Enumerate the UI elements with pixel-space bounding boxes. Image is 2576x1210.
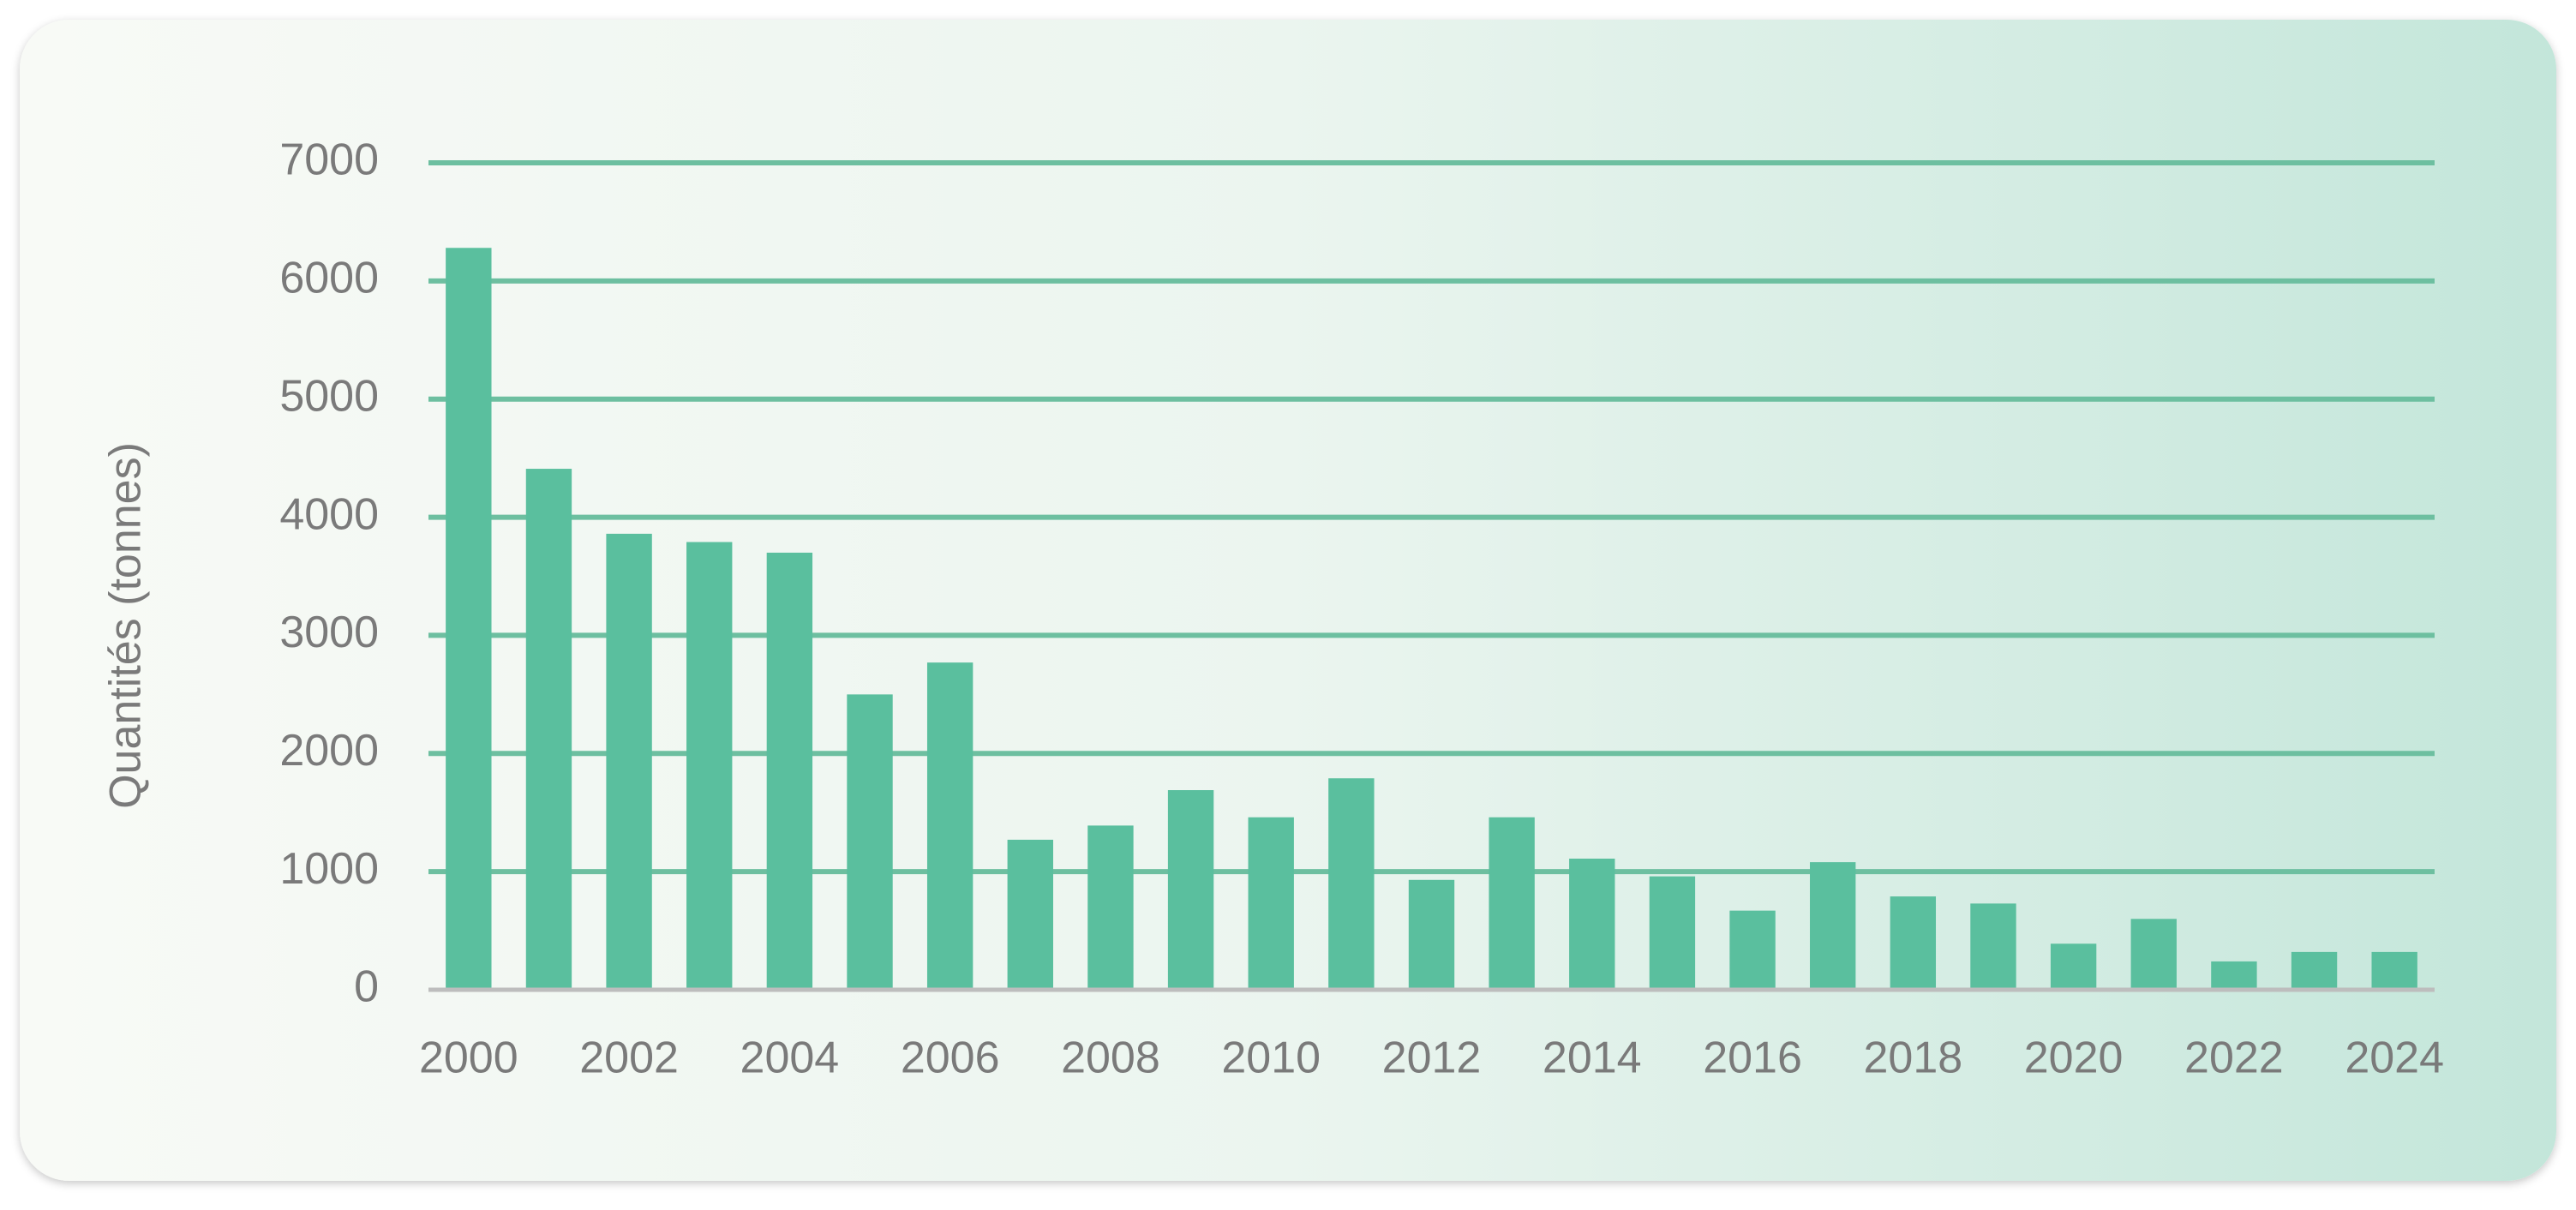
x-tick-label: 2012 (1382, 1033, 1482, 1083)
bar (926, 662, 973, 990)
bar (2211, 961, 2257, 990)
bar (2050, 943, 2097, 990)
y-tick-label: 7000 (279, 135, 379, 185)
x-tick-label: 2020 (2024, 1033, 2124, 1083)
bar (1248, 817, 1294, 990)
bar (1167, 790, 1214, 990)
bar (2371, 951, 2417, 990)
x-tick-label: 2000 (419, 1033, 518, 1083)
bar (1489, 817, 1535, 990)
x-tick-label: 2016 (1703, 1033, 1802, 1083)
y-tick-label: 2000 (279, 726, 379, 776)
y-tick-label: 5000 (279, 371, 379, 421)
x-tick-label: 2002 (579, 1033, 679, 1083)
bar (446, 248, 492, 990)
bar (1890, 896, 1937, 990)
x-tick-label: 2018 (1863, 1033, 1962, 1083)
bar (606, 533, 652, 990)
bar (1087, 825, 1134, 990)
bar (2130, 919, 2177, 990)
bar (1408, 879, 1455, 990)
bar (2291, 951, 2338, 990)
card (20, 20, 2556, 1181)
bar (766, 552, 813, 990)
bar (1569, 858, 1615, 990)
x-tick-label: 2022 (2184, 1033, 2284, 1083)
bar (1007, 839, 1053, 990)
y-tick-label: 1000 (279, 844, 379, 894)
bar (1970, 903, 2016, 990)
x-tick-label: 2006 (901, 1033, 1000, 1083)
y-tick-label: 3000 (279, 608, 379, 657)
bar (1729, 910, 1776, 990)
x-tick-label: 2004 (740, 1033, 840, 1083)
bar (686, 542, 733, 990)
bar (1810, 862, 1856, 990)
y-axis-label: Quantités (tonnes) (101, 442, 151, 809)
x-tick-label: 2010 (1221, 1033, 1321, 1083)
y-tick-label: 6000 (279, 254, 379, 303)
y-tick-label: 4000 (279, 489, 379, 539)
bar (1649, 876, 1696, 990)
bar (525, 469, 572, 990)
x-tick-label: 2008 (1061, 1033, 1160, 1083)
bar (847, 694, 893, 990)
x-tick-label: 2014 (1543, 1033, 1642, 1083)
x-tick-label: 2024 (2345, 1033, 2444, 1083)
y-tick-label: 0 (354, 962, 379, 1012)
bar (1328, 778, 1375, 990)
